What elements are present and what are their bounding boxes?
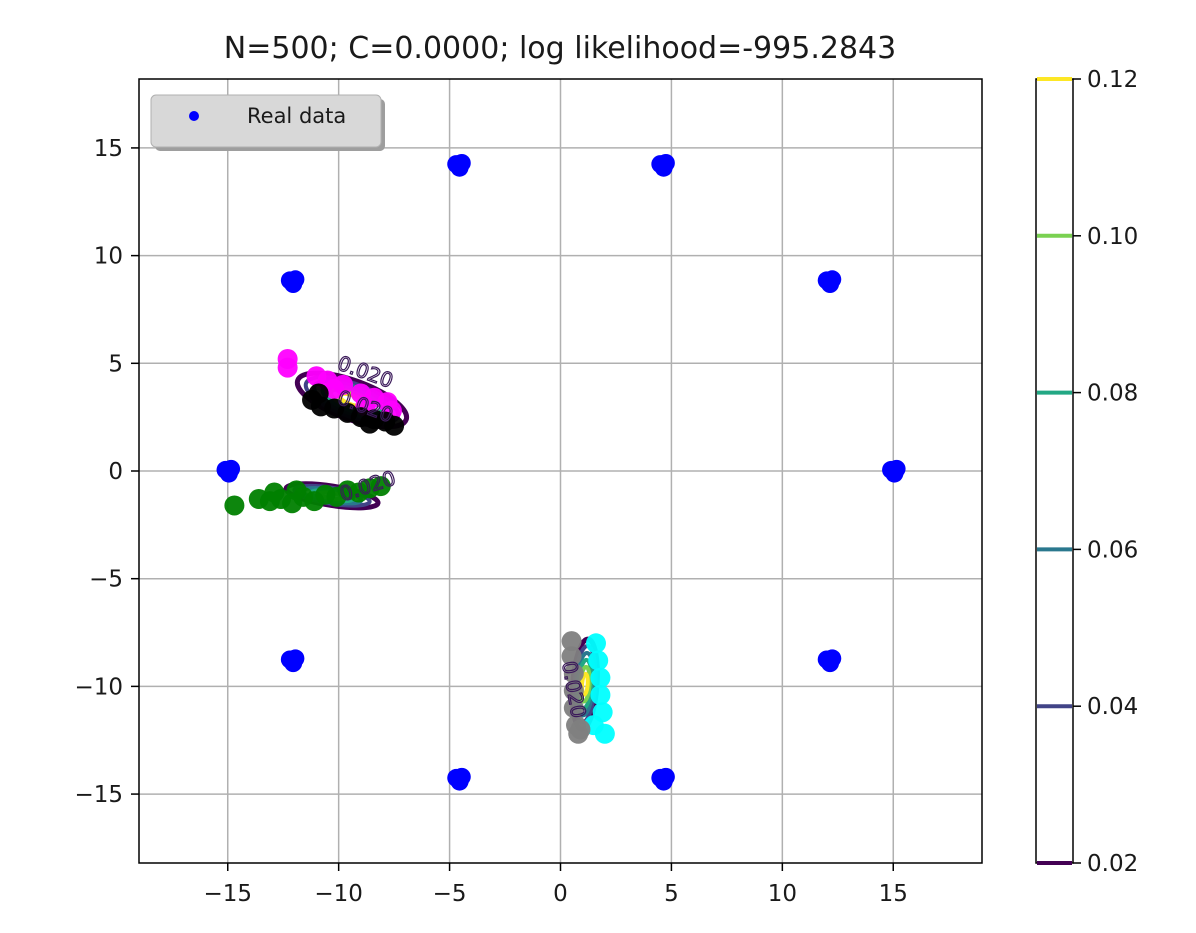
y-tick-label: −5 xyxy=(89,567,123,593)
colorbar-tick-label: 0.06 xyxy=(1087,537,1138,563)
generated-point xyxy=(308,383,329,404)
y-tick-label: −10 xyxy=(74,674,123,700)
generated-point xyxy=(224,495,245,516)
real-data-point xyxy=(450,158,469,177)
chart-title: N=500; C=0.0000; log likelihood=-995.284… xyxy=(224,31,896,66)
x-tick-label: −10 xyxy=(314,881,363,907)
x-tick-label: 10 xyxy=(768,881,797,907)
legend-label-real-data: Real data xyxy=(247,104,346,128)
generated-point xyxy=(277,357,298,378)
real-data-point xyxy=(284,275,303,294)
generated-point xyxy=(264,482,285,503)
generated-point xyxy=(590,685,611,705)
generated-point xyxy=(359,413,380,434)
y-axis-ticks: 15 10 5 0 −5 −10 −15 xyxy=(74,136,139,808)
legend-marker-real-data xyxy=(189,111,199,121)
generated-point xyxy=(561,646,582,667)
colorbar-tick-label: 0.02 xyxy=(1087,851,1138,877)
generated-point xyxy=(585,633,606,654)
generated-point xyxy=(563,680,584,701)
x-tick-label: 5 xyxy=(664,881,679,907)
colorbar-tick-label: 0.12 xyxy=(1087,67,1138,93)
real-data-point xyxy=(450,772,469,791)
y-tick-label: 15 xyxy=(94,136,123,162)
generated-point xyxy=(384,415,405,436)
generated-point xyxy=(563,697,584,718)
x-axis-ticks: −15 −10 −5 0 5 10 15 xyxy=(203,863,908,907)
x-tick-label: 15 xyxy=(879,881,908,907)
y-tick-label: −15 xyxy=(74,782,123,808)
y-tick-label: 0 xyxy=(108,459,123,485)
real-data-point xyxy=(654,158,673,177)
grid-lines xyxy=(139,79,982,863)
colorbar-tick-label: 0.08 xyxy=(1087,381,1138,407)
generated-point xyxy=(563,663,584,684)
y-tick-label: 10 xyxy=(94,244,123,270)
generated-point xyxy=(588,650,609,671)
colorbar-tick-label: 0.10 xyxy=(1087,224,1138,250)
x-tick-label: −5 xyxy=(433,881,467,907)
generated-points xyxy=(224,349,615,744)
real-data-point xyxy=(654,772,673,791)
y-tick-label: 5 xyxy=(108,351,123,377)
generated-point xyxy=(590,667,611,688)
generated-point xyxy=(570,719,591,740)
real-data-point xyxy=(821,275,840,294)
real-data-point xyxy=(821,654,840,673)
real-data-points xyxy=(216,154,906,791)
real-data-point xyxy=(219,464,238,483)
generated-point xyxy=(370,476,391,497)
colorbar-level-lines xyxy=(1037,77,1072,865)
legend-box xyxy=(150,94,382,148)
density-contour xyxy=(580,671,590,697)
real-data-point xyxy=(885,464,904,483)
generated-point xyxy=(561,631,582,652)
generated-point xyxy=(324,379,345,400)
colorbar-ticks: 0.02 0.04 0.06 0.08 0.10 0.12 xyxy=(1073,67,1138,877)
colorbar: 0.02 0.04 0.06 0.08 0.10 0.12 xyxy=(1035,67,1138,877)
real-data-point xyxy=(284,654,303,673)
legend: Real data xyxy=(150,94,385,151)
x-tick-label: −15 xyxy=(203,881,252,907)
colorbar-tick-label: 0.04 xyxy=(1087,694,1138,720)
generated-point xyxy=(286,480,307,501)
colorbar-frame xyxy=(1035,78,1074,864)
x-tick-label: 0 xyxy=(553,881,568,907)
